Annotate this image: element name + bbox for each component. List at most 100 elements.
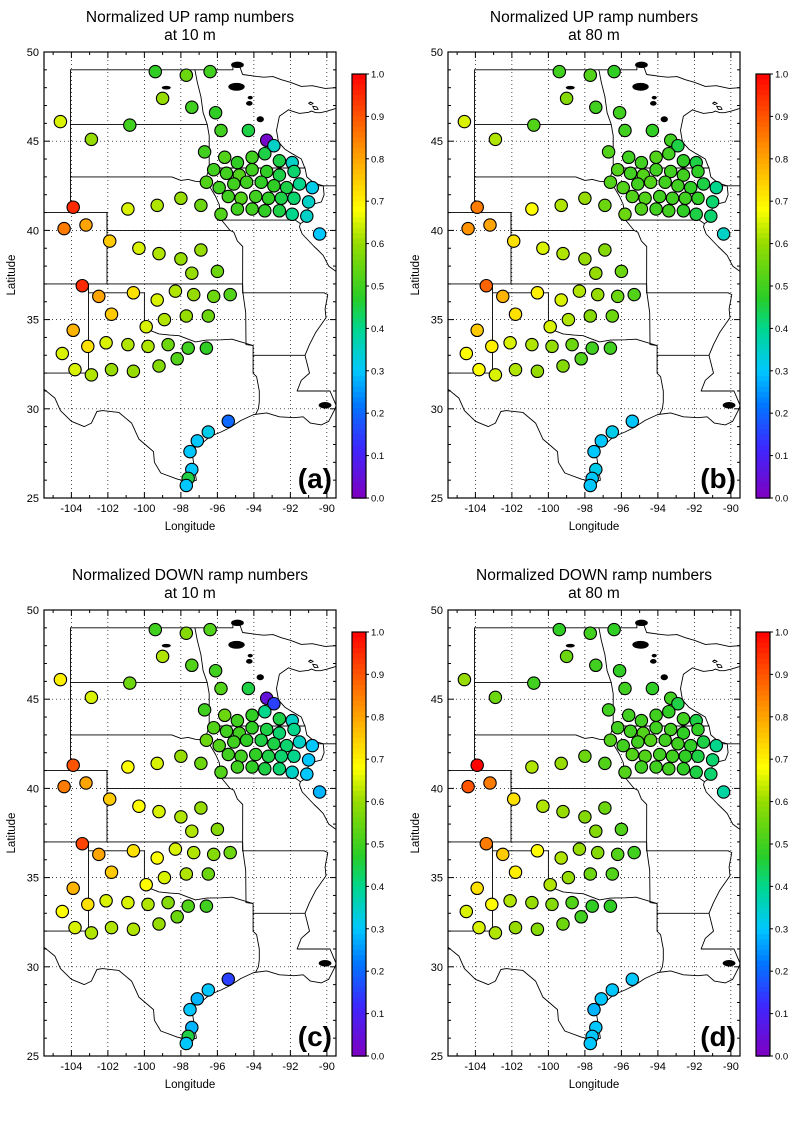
- station-point: [179, 478, 194, 493]
- colorbar-tick-label: 0.6: [371, 797, 384, 808]
- x-tick-label: -98: [577, 1061, 593, 1073]
- panel-title-line2: at 10 m: [164, 27, 216, 44]
- x-tick-label: -90: [319, 1061, 335, 1073]
- station-point: [552, 622, 567, 637]
- station-point: [649, 720, 663, 735]
- station-point: [676, 168, 691, 182]
- colorbar-tick-label: 0.4: [775, 324, 788, 335]
- station-point: [258, 762, 272, 776]
- station-point: [662, 204, 676, 218]
- station-point: [267, 138, 281, 153]
- station-point: [603, 733, 618, 747]
- lake: [246, 659, 253, 664]
- station-point: [121, 895, 135, 910]
- station-point: [84, 368, 99, 382]
- y-tick-label: 25: [431, 1051, 443, 1063]
- station-point: [274, 749, 289, 764]
- station-point: [578, 749, 592, 764]
- station-point: [81, 339, 95, 354]
- lake: [228, 82, 245, 91]
- lake: [722, 960, 736, 967]
- station-point: [508, 920, 523, 935]
- lake: [660, 674, 668, 681]
- station-point: [601, 145, 616, 159]
- station-point: [312, 227, 327, 241]
- station-point: [66, 758, 80, 772]
- colorbar-tick-label: 0.1: [371, 1009, 384, 1020]
- station-point: [261, 191, 276, 206]
- station-point: [272, 712, 287, 726]
- colorbar-tick-label: 0.4: [371, 324, 384, 335]
- station-point: [179, 68, 194, 82]
- station-point: [603, 899, 618, 913]
- station-point: [150, 293, 164, 307]
- colorbar-tick-label: 1.0: [775, 70, 788, 81]
- lake: [247, 95, 253, 100]
- x-tick-label: -98: [173, 503, 189, 515]
- station-point: [121, 202, 135, 216]
- colorbar-tick-label: 0.5: [371, 840, 384, 851]
- station-point: [508, 362, 523, 377]
- y-tick-label: 35: [27, 873, 39, 885]
- station-point: [66, 323, 80, 338]
- station-point: [671, 179, 685, 193]
- station-point: [123, 676, 137, 690]
- colorbar-tick-label: 0.6: [775, 797, 788, 808]
- x-tick-label: -102: [97, 1061, 119, 1073]
- station-point: [554, 756, 568, 771]
- station-point: [483, 218, 497, 232]
- station-point: [301, 195, 316, 209]
- station-point: [305, 180, 320, 195]
- station-point: [126, 844, 141, 858]
- station-point: [676, 204, 691, 218]
- colorbar-tick-label: 0.8: [775, 154, 788, 165]
- lake: [632, 82, 649, 91]
- map-layers-c: -104 -102 -100 -98 -96 -94 -92 -90 25 30 35 40 45 50 1…: [27, 605, 384, 1073]
- station-point: [66, 200, 80, 214]
- station-point: [704, 767, 718, 781]
- lake: [635, 61, 648, 69]
- station-point: [663, 722, 678, 737]
- station-point: [536, 799, 550, 813]
- x-tick-label: -94: [650, 1061, 666, 1073]
- x-axis-label: Longitude: [165, 1079, 216, 1091]
- x-tick-label: -92: [686, 503, 702, 515]
- station-point: [126, 364, 141, 379]
- y-tick-label: 45: [431, 694, 443, 706]
- x-tick-label: -104: [464, 503, 486, 515]
- station-point: [671, 737, 685, 751]
- colorbar-tick-label: 0.8: [775, 712, 788, 723]
- station-point: [267, 696, 281, 711]
- stations: [457, 64, 731, 493]
- station-point: [607, 622, 621, 637]
- station-point: [150, 851, 164, 865]
- station-point: [559, 91, 574, 106]
- station-point: [527, 676, 541, 690]
- station-point: [190, 434, 205, 448]
- station-point: [554, 851, 568, 865]
- station-point: [157, 312, 172, 327]
- colorbar-tick-label: 0.2: [371, 409, 384, 420]
- station-point: [194, 756, 208, 771]
- colorbar-tick-label: 1.0: [775, 628, 788, 639]
- station-point: [230, 760, 245, 774]
- station-point: [503, 336, 517, 350]
- station-point: [292, 735, 307, 749]
- station-point: [472, 920, 486, 935]
- colorbar: 1.0 0.9 0.8 0.7 0.6 0.5 0.4 0.3 0.2 0.1 0.0: [351, 628, 384, 1063]
- station-point: [583, 478, 598, 493]
- station-point: [601, 703, 616, 717]
- station-point: [287, 191, 301, 206]
- station-point: [152, 359, 166, 373]
- station-point: [506, 234, 521, 248]
- station-point: [470, 200, 484, 214]
- station-point: [578, 191, 592, 206]
- station-point: [285, 765, 299, 780]
- station-point: [612, 105, 627, 120]
- station-point: [643, 175, 658, 189]
- station-point: [199, 899, 214, 913]
- station-point: [583, 309, 598, 323]
- station-point: [208, 663, 223, 678]
- station-point: [545, 897, 559, 912]
- station-point: [185, 100, 199, 115]
